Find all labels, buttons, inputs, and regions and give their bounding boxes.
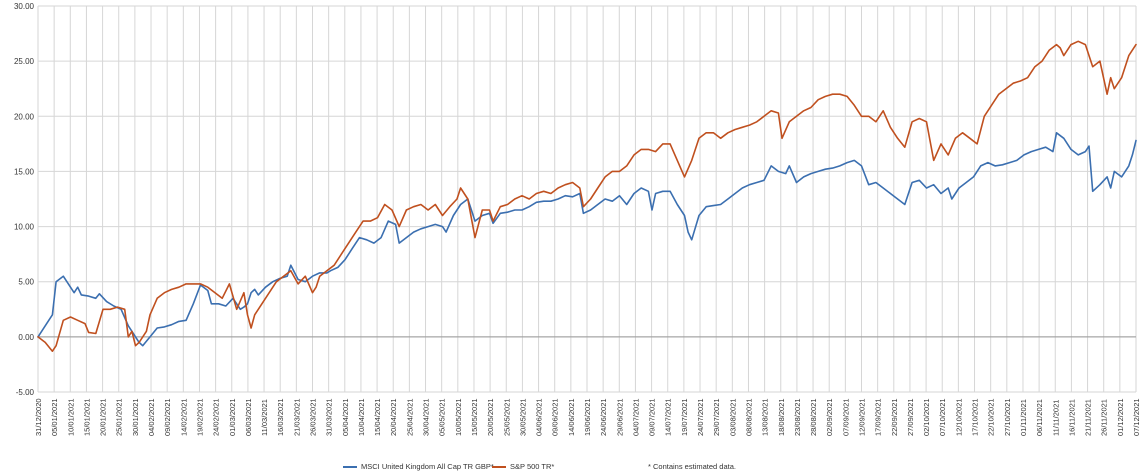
- x-tick-label: 17/10/2021: [971, 398, 980, 436]
- x-tick-label: 19/06/2021: [583, 398, 592, 436]
- legend-swatch-sp500: [492, 465, 506, 468]
- y-tick-label: 20.00: [14, 112, 35, 121]
- x-tick-label: 24/02/2021: [212, 398, 221, 436]
- x-tick-label: 05/01/2021: [50, 398, 59, 436]
- x-tick-label: 01/03/2021: [228, 398, 237, 436]
- x-tick-label: 13/08/2021: [761, 398, 770, 436]
- x-tick-label: 07/10/2021: [938, 398, 947, 436]
- x-tick-label: 06/11/2021: [1035, 399, 1044, 436]
- x-tick-label: 11/03/2021: [260, 399, 269, 436]
- legend-item-msci: MSCI United Kingdom All Cap TR GBP*: [343, 462, 494, 471]
- x-tick-label: 29/07/2021: [712, 398, 721, 436]
- y-tick-label: 0.00: [18, 333, 34, 342]
- y-tick-label: 15.00: [14, 167, 35, 176]
- x-tick-label: 30/04/2021: [422, 398, 431, 436]
- x-tick-label: 09/02/2021: [163, 398, 172, 436]
- y-tick-label: 10.00: [14, 223, 35, 232]
- x-tick-label: 15/04/2021: [373, 398, 382, 436]
- x-tick-label: 09/06/2021: [551, 398, 560, 436]
- x-tick-label: 17/09/2021: [874, 398, 883, 436]
- legend-label-msci: MSCI United Kingdom All Cap TR GBP*: [361, 462, 494, 471]
- x-tick-label: 23/08/2021: [793, 398, 802, 436]
- x-tick-label: 11/11/2021: [1051, 400, 1060, 436]
- x-tick-label: 14/02/2021: [179, 398, 188, 436]
- x-tick-label: 14/06/2021: [567, 398, 576, 436]
- x-tick-label: 25/05/2021: [502, 398, 511, 436]
- x-tick-label: 22/10/2021: [987, 398, 996, 436]
- series-line-msci: [37, 132, 1137, 347]
- x-tick-label: 30/05/2021: [518, 398, 527, 436]
- x-tick-label: 25/01/2021: [115, 398, 124, 436]
- x-tick-label: 03/08/2021: [728, 398, 737, 436]
- x-tick-label: 12/10/2021: [954, 398, 963, 436]
- x-tick-label: 21/11/2021: [1084, 399, 1093, 436]
- x-tick-label: 12/09/2021: [858, 398, 867, 436]
- x-tick-label: 14/07/2021: [664, 398, 673, 436]
- estimated-data-note: * Contains estimated data.: [648, 462, 736, 471]
- x-tick-label: 10/01/2021: [66, 398, 75, 436]
- x-tick-label: 27/10/2021: [1003, 398, 1012, 436]
- x-tick-label: 18/08/2021: [777, 398, 786, 436]
- x-tick-label: 02/10/2021: [922, 398, 931, 436]
- x-tick-label: 16/11/2021: [1067, 399, 1076, 436]
- x-tick-label: 26/11/2021: [1100, 399, 1109, 436]
- x-tick-label: 31/12/2020: [34, 398, 43, 436]
- x-tick-label: 20/04/2021: [389, 398, 398, 436]
- x-tick-label: 07/12/2021: [1132, 398, 1140, 436]
- line-chart: 30.00 25.00 20.00 15.00 10.00 5.00 0.00 -5.00 3…: [14, 2, 1140, 436]
- series-line-sp500: [37, 40, 1137, 352]
- legend-swatch-msci: [343, 465, 357, 468]
- x-tick-label: 02/09/2021: [825, 398, 834, 436]
- x-tick-label: 04/02/2021: [147, 398, 156, 436]
- x-tick-label: 29/06/2021: [615, 398, 624, 436]
- y-tick-label: 25.00: [14, 57, 35, 66]
- x-tick-label: 09/07/2021: [648, 398, 657, 436]
- x-tick-label: 05/05/2021: [438, 398, 447, 436]
- x-tick-label: 26/03/2021: [309, 398, 318, 436]
- x-tick-label: 04/07/2021: [631, 398, 640, 436]
- x-tick-label: 08/08/2021: [744, 398, 753, 436]
- x-tick-label: 01/12/2021: [1116, 398, 1125, 436]
- x-tick-label: 22/09/2021: [890, 398, 899, 436]
- x-tick-label: 16/03/2021: [276, 398, 285, 436]
- x-tick-label: 10/05/2021: [454, 398, 463, 436]
- x-tick-label: 30/01/2021: [131, 398, 140, 436]
- x-tick-label: 20/05/2021: [486, 398, 495, 436]
- x-tick-label: 25/04/2021: [405, 398, 414, 436]
- x-tick-label: 19/02/2021: [195, 398, 204, 436]
- x-tick-label: 27/09/2021: [906, 398, 915, 436]
- x-tick-label: 10/04/2021: [357, 398, 366, 436]
- x-tick-label: 01/11/2021: [1019, 399, 1028, 436]
- x-tick-label: 04/06/2021: [535, 398, 544, 436]
- x-tick-label: 21/03/2021: [292, 398, 301, 436]
- x-tick-label: 24/06/2021: [599, 398, 608, 436]
- x-tick-label: 06/03/2021: [244, 398, 253, 436]
- x-tick-label: 31/03/2021: [325, 398, 334, 436]
- x-tick-label: 20/01/2021: [99, 398, 108, 436]
- y-tick-label: -5.00: [16, 388, 35, 397]
- x-tick-label: 19/07/2021: [680, 398, 689, 436]
- series-lines: [37, 40, 1137, 352]
- legend-label-sp500: S&P 500 TR*: [510, 462, 555, 471]
- x-tick-label: 24/07/2021: [696, 398, 705, 436]
- legend-item-sp500: S&P 500 TR*: [492, 462, 554, 471]
- y-axis-ticks: 30.00 25.00 20.00 15.00 10.00 5.00 0.00 -5.00: [14, 2, 35, 397]
- y-tick-label: 5.00: [18, 278, 34, 287]
- x-axis-ticks: 31/12/2020 05/01/2021 10/01/2021 15/01/2021…: [34, 398, 1140, 436]
- x-tick-label: 28/08/2021: [809, 398, 818, 436]
- legend: MSCI United Kingdom All Cap TR GBP* S&P …: [0, 462, 1140, 474]
- x-tick-label: 15/05/2021: [470, 398, 479, 436]
- x-tick-label: 07/09/2021: [841, 398, 850, 436]
- x-tick-label: 15/01/2021: [82, 398, 91, 436]
- x-tick-label: 05/04/2021: [341, 398, 350, 436]
- gridlines: [37, 5, 1137, 393]
- y-tick-label: 30.00: [14, 2, 35, 11]
